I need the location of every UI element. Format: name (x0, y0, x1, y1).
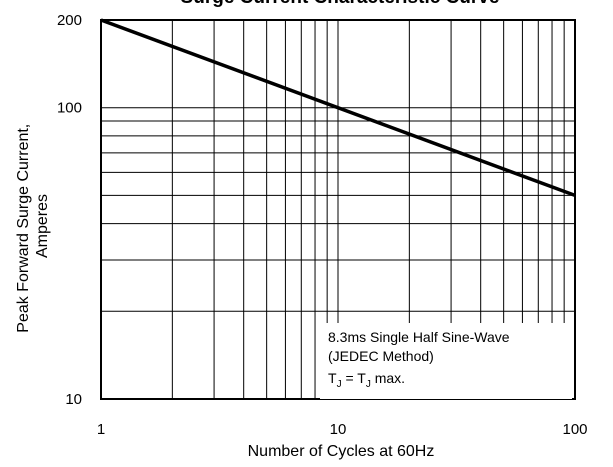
annotation-box (320, 323, 572, 399)
x-tick-label: 10 (330, 421, 347, 438)
y-tick-label: 10 (65, 391, 82, 408)
annotation-line-3: TJ = TJ max. (328, 370, 405, 390)
tj-mid: = T (342, 370, 367, 386)
y-axis-label-line-1: Peak Forward Surge Current, (15, 124, 32, 333)
x-axis-label: Number of Cycles at 60Hz (248, 443, 435, 460)
annotation-line-2: (JEDEC Method) (328, 348, 434, 364)
y-axis-label-line-2: Amperes (34, 194, 51, 258)
annotation: 8.3ms Single Half Sine-Wave (JEDEC Metho… (328, 329, 510, 390)
x-tick-labels: 1 10 100 (97, 421, 588, 438)
x-tick-label: 100 (562, 421, 587, 438)
y-axis-label: Peak Forward Surge Current, Amperes (15, 119, 51, 332)
annotation-line-1: 8.3ms Single Half Sine-Wave (328, 329, 510, 345)
chart-title: Surge Current Characteristic Curve (181, 0, 500, 8)
tj-prefix: T (328, 370, 337, 386)
surge-current-curve (100, 18, 576, 198)
y-tick-label: 200 (57, 12, 82, 29)
y-tick-label: 100 (57, 100, 82, 117)
tj-sub-1: J (337, 379, 342, 390)
x-tick-label: 1 (97, 421, 105, 438)
tj-suffix: max. (371, 370, 405, 386)
tj-sub-2: J (366, 379, 371, 390)
y-tick-labels: 10 100 200 (57, 12, 82, 408)
